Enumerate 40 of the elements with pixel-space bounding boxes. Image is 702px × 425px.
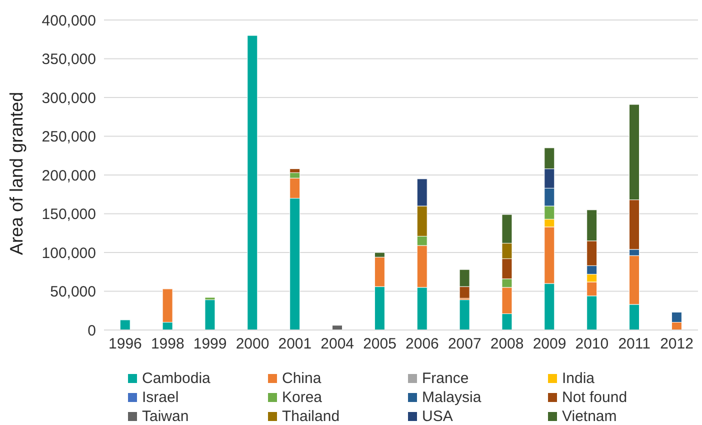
y-tick-label: 100,000 (42, 244, 96, 262)
legend-label: Cambodia (142, 370, 210, 387)
legend-label: Korea (282, 389, 322, 406)
bar (204, 300, 216, 330)
legend-label: France (422, 370, 469, 387)
y-tick-label: 350,000 (42, 51, 96, 68)
legend-label: Not found (562, 389, 628, 406)
x-tick-label: 2009 (532, 336, 566, 353)
y-tick-label: 250,000 (42, 128, 96, 146)
x-tick-label: 2010 (575, 336, 609, 353)
x-tick-label: 2008 (490, 336, 524, 353)
y-tick-label: 50,000 (50, 284, 96, 301)
y-tick-label: 150,000 (42, 206, 96, 224)
x-tick-label: 2001 (278, 336, 312, 353)
legend-label: China (282, 370, 322, 387)
bar (247, 35, 258, 330)
y-tick-label: 400,000 (42, 12, 96, 30)
x-tick-label: 2006 (406, 336, 439, 353)
legend-label: Malaysia (422, 389, 482, 406)
bar (120, 320, 130, 330)
legend-label: Taiwan (142, 408, 189, 425)
x-tick-label: 2004 (320, 336, 354, 353)
y-tick-label: 200,000 (42, 167, 96, 184)
legend-label: USA (422, 408, 453, 425)
x-tick-label: 1998 (150, 336, 184, 353)
y-tick-label: 300,000 (42, 90, 96, 107)
x-tick-label: 2012 (660, 336, 694, 353)
bar (332, 325, 343, 330)
x-tick-label: 2000 (236, 336, 270, 353)
x-tick-label: 1996 (108, 336, 142, 353)
x-tick-label: 2005 (363, 336, 396, 353)
legend-label: India (562, 370, 595, 387)
x-tick-label: 1999 (193, 336, 227, 353)
x-tick-label: 2007 (448, 336, 482, 353)
x-tick-label: 2011 (618, 336, 650, 353)
y-axis-title: Area of land granted (6, 92, 26, 255)
legend-label: Vietnam (562, 408, 617, 425)
legend-label: Israel (142, 389, 179, 406)
legend-label: Thailand (282, 408, 340, 425)
y-tick-label: 0 (88, 322, 96, 340)
